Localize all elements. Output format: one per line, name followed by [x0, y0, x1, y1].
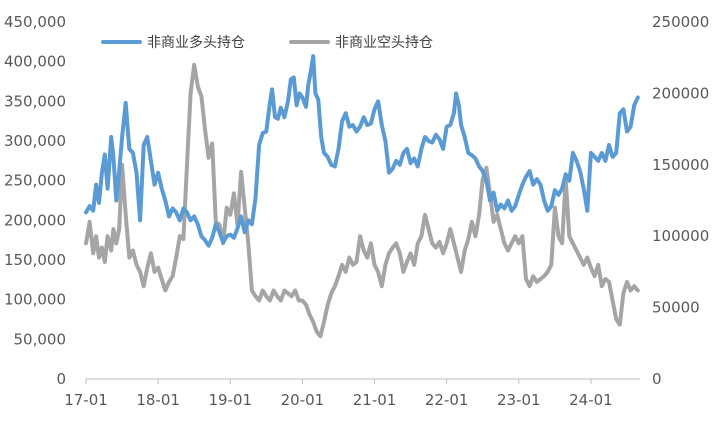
x-tick-label: 23-01 — [497, 391, 541, 409]
axes: 0 50,000 100,000 150,000 200,000 250,000 300,0… — [4, 13, 709, 409]
x-tick-label: 20-01 — [281, 391, 325, 409]
legend-label-short: 非商业空头持仓 — [335, 35, 433, 51]
x-tick-label: 18-01 — [136, 391, 180, 409]
y-right-tick-label: 250000 — [652, 13, 709, 31]
y-left-tick-label: 50,000 — [14, 330, 67, 348]
y-left-tick-label: 450,000 — [4, 13, 66, 31]
y-left-tick-label: 0 — [56, 370, 66, 388]
y-left-tick-label: 400,000 — [4, 53, 66, 71]
y-left-tick-label: 200,000 — [4, 211, 66, 229]
plot-area — [84, 54, 640, 339]
y-right-tick-label: 100000 — [652, 227, 709, 245]
x-tick-label: 24-01 — [569, 391, 613, 409]
series-line-long-position — [84, 54, 640, 248]
x-tick-label: 19-01 — [208, 391, 252, 409]
y-left-tick-label: 250,000 — [4, 172, 66, 190]
series-line-short-position — [84, 62, 640, 339]
y-left-tick-label: 100,000 — [4, 291, 66, 309]
legend: 非商业多头持仓 非商业空头持仓 — [101, 34, 433, 51]
x-tick-label: 21-01 — [353, 391, 397, 409]
x-tick-label: 17-01 — [64, 391, 108, 409]
legend-label-long: 非商业多头持仓 — [147, 34, 245, 51]
y-left-tick-label: 300,000 — [4, 132, 66, 150]
y-right-tick-label: 150000 — [652, 156, 709, 174]
y-right-tick-label: 0 — [652, 370, 662, 388]
y-right-tick-label: 200000 — [652, 84, 709, 102]
x-tick-label: 22-01 — [425, 391, 469, 409]
y-left-tick-label: 350,000 — [4, 92, 66, 110]
y-left-tick-label: 150,000 — [4, 251, 66, 269]
y-right-tick-label: 50000 — [652, 299, 700, 317]
